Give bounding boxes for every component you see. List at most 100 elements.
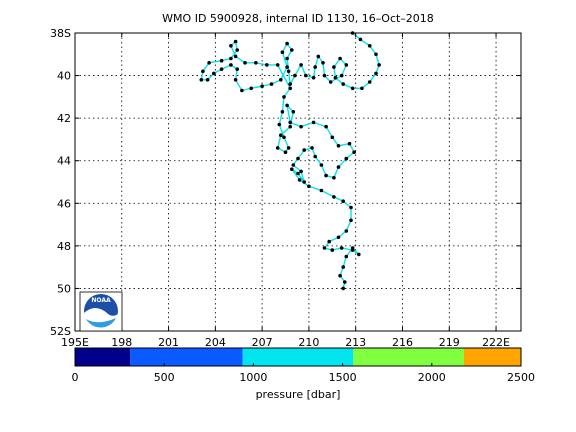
profile-point	[343, 280, 347, 284]
colorbar-band	[353, 348, 464, 366]
profile-point	[282, 135, 286, 140]
noaa-logo: NOAA	[79, 291, 123, 332]
profile-point	[367, 44, 372, 48]
map-border	[74, 32, 522, 332]
profile-point	[219, 67, 224, 71]
profile-point	[229, 56, 233, 61]
profile-point	[283, 150, 288, 154]
profile-point	[324, 124, 328, 129]
profile-point	[291, 163, 296, 167]
map-plot-area	[75, 33, 521, 331]
chart-title: WMO ID 5900928, internal ID 1130, 16–Oct…	[162, 12, 434, 25]
profile-point	[310, 146, 314, 150]
colorbar-border	[74, 347, 522, 367]
profile-point	[358, 37, 363, 42]
profile-point	[290, 48, 294, 52]
profile-point	[233, 39, 238, 44]
profile-point	[313, 154, 318, 159]
profile-point	[344, 63, 349, 67]
profile-point	[207, 61, 211, 65]
profile-point	[339, 246, 344, 250]
profile-point	[288, 86, 293, 91]
profile-point	[285, 41, 289, 46]
profile-point	[321, 61, 325, 65]
map-x-tick-label: 201	[158, 336, 179, 349]
profile-point	[322, 246, 327, 250]
map-x-tick-label: 216	[392, 336, 413, 349]
map-x-tick-label: 204	[205, 336, 226, 349]
colorbar-ticks: 0 500 1000 1500 2000 2500	[72, 363, 535, 384]
profile-point	[275, 146, 280, 150]
profile-point	[341, 265, 346, 269]
profile-point	[243, 61, 247, 65]
profile-point	[316, 54, 321, 59]
profile-point	[288, 120, 293, 125]
profile-point	[254, 61, 258, 65]
profile-point	[341, 286, 346, 291]
trajectory-map: 195E 198 201 204 207 210 213 216 219 222E 38S 40 42…	[50, 27, 522, 349]
profile-point	[332, 195, 336, 199]
profile-point	[275, 63, 280, 67]
map-x-tick-label: 210	[298, 336, 319, 349]
profile-point	[269, 82, 274, 86]
pressure-colorbar: 0 500 1000 1500 2000 2500 pressure [dbar]	[72, 347, 535, 401]
map-x-tick-label: 198	[111, 336, 132, 349]
profile-point	[302, 180, 307, 184]
colorbar-tick-label: 1000	[239, 371, 267, 384]
profile-point	[286, 69, 291, 74]
profile-point	[282, 95, 286, 99]
colorbar-band	[463, 348, 521, 366]
profile-point	[302, 148, 307, 152]
profile-point	[299, 124, 303, 129]
profile-point	[240, 88, 244, 93]
map-y-tick-label: 48	[57, 240, 71, 253]
profile-point	[336, 165, 341, 169]
profile-point	[307, 184, 311, 189]
map-y-tick-label: 38S	[50, 27, 71, 40]
profile-point	[285, 56, 289, 61]
profile-point	[347, 141, 352, 146]
colorbar-band	[75, 348, 131, 366]
profile-point	[350, 86, 355, 91]
profile-point	[344, 229, 349, 233]
profile-point	[285, 103, 289, 108]
map-x-tick-label: 222E	[482, 336, 510, 349]
trajectory-line	[200, 32, 380, 289]
profile-point	[336, 235, 341, 240]
profile-point	[219, 58, 224, 63]
profile-point	[311, 120, 316, 125]
profile-point	[311, 75, 316, 80]
profile-point	[277, 122, 282, 127]
profile-point	[296, 156, 300, 161]
profile-point	[324, 173, 328, 178]
profile-point	[352, 150, 356, 154]
colorbar-band	[130, 348, 243, 366]
colorbar-band	[242, 348, 354, 366]
profile-point	[299, 63, 303, 67]
profile-point	[233, 54, 238, 59]
profile-point	[212, 71, 216, 76]
svg-text:NOAA: NOAA	[91, 297, 111, 304]
profile-point	[286, 146, 291, 150]
profile-point	[349, 218, 353, 223]
profile-point	[285, 65, 289, 69]
map-y-tick-label: 42	[57, 112, 71, 125]
profile-point	[336, 144, 341, 148]
profile-point	[296, 171, 300, 176]
profile-point	[229, 63, 233, 67]
profile-point	[332, 175, 336, 180]
colorbar-tick-label: 1500	[329, 371, 357, 384]
profile-point	[293, 73, 297, 78]
profile-point	[332, 65, 336, 69]
map-x-tick-label: 207	[252, 336, 273, 349]
profile-point	[279, 78, 283, 82]
colorbar-tick-label: 2500	[507, 371, 535, 384]
map-x-ticks: 195E 198 201 204 207 210 213 216 219 222E	[61, 33, 510, 349]
profile-point	[349, 205, 353, 210]
profile-point	[291, 110, 296, 114]
profile-point	[249, 86, 253, 91]
profile-point	[344, 254, 349, 259]
colorbar-tick-label: 500	[154, 371, 175, 384]
profile-point	[319, 188, 324, 193]
